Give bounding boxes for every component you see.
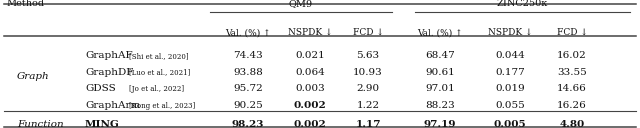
Text: 33.55: 33.55 — [557, 68, 587, 77]
Text: FCD ↓: FCD ↓ — [353, 28, 383, 37]
Text: Val. (%) ↑: Val. (%) ↑ — [417, 28, 463, 37]
Text: Method: Method — [6, 0, 44, 8]
Text: [Jo et al., 2022]: [Jo et al., 2022] — [129, 85, 184, 93]
Text: 0.005: 0.005 — [493, 120, 526, 128]
Text: 1.17: 1.17 — [355, 120, 381, 128]
Text: 0.002: 0.002 — [294, 120, 326, 128]
Text: [Luo et al., 2021]: [Luo et al., 2021] — [129, 68, 190, 77]
Text: 2.90: 2.90 — [356, 84, 380, 93]
Text: 1.22: 1.22 — [356, 101, 380, 110]
Text: [Kong et al., 2023]: [Kong et al., 2023] — [129, 102, 195, 110]
Text: [Shi et al., 2020]: [Shi et al., 2020] — [129, 52, 189, 60]
Text: 97.01: 97.01 — [425, 84, 455, 93]
Text: 74.43: 74.43 — [233, 51, 263, 60]
Text: 88.23: 88.23 — [425, 101, 455, 110]
Text: ZINC250κ: ZINC250κ — [497, 0, 548, 8]
Text: QM9: QM9 — [289, 0, 313, 8]
Text: 5.63: 5.63 — [356, 51, 380, 60]
Text: 98.23: 98.23 — [232, 120, 264, 128]
Text: 16.02: 16.02 — [557, 51, 587, 60]
Text: MING: MING — [85, 120, 120, 128]
Text: 0.021: 0.021 — [295, 51, 325, 60]
Text: NSPDK ↓: NSPDK ↓ — [288, 28, 332, 37]
Text: 10.93: 10.93 — [353, 68, 383, 77]
Text: GDSS: GDSS — [85, 84, 116, 93]
Text: 97.19: 97.19 — [424, 120, 456, 128]
Text: FCD ↓: FCD ↓ — [557, 28, 588, 37]
Text: 16.26: 16.26 — [557, 101, 587, 110]
Text: 0.003: 0.003 — [295, 84, 325, 93]
Text: NSPDK ↓: NSPDK ↓ — [488, 28, 532, 37]
Text: GraphArm: GraphArm — [85, 101, 140, 110]
Text: 0.019: 0.019 — [495, 84, 525, 93]
Text: Function: Function — [17, 120, 63, 128]
Text: 68.47: 68.47 — [425, 51, 455, 60]
Text: GraphAF: GraphAF — [85, 51, 132, 60]
Text: 0.177: 0.177 — [495, 68, 525, 77]
Text: GraphDF: GraphDF — [85, 68, 133, 77]
Text: 0.055: 0.055 — [495, 101, 525, 110]
Text: Val. (%) ↑: Val. (%) ↑ — [225, 28, 271, 37]
Text: 0.064: 0.064 — [295, 68, 325, 77]
Text: 0.002: 0.002 — [294, 101, 326, 110]
Text: 4.80: 4.80 — [559, 120, 584, 128]
Text: 93.88: 93.88 — [233, 68, 263, 77]
Text: 95.72: 95.72 — [233, 84, 263, 93]
Text: Graph: Graph — [17, 72, 50, 81]
Text: 0.044: 0.044 — [495, 51, 525, 60]
Text: 90.25: 90.25 — [233, 101, 263, 110]
Text: 90.61: 90.61 — [425, 68, 455, 77]
Text: 14.66: 14.66 — [557, 84, 587, 93]
